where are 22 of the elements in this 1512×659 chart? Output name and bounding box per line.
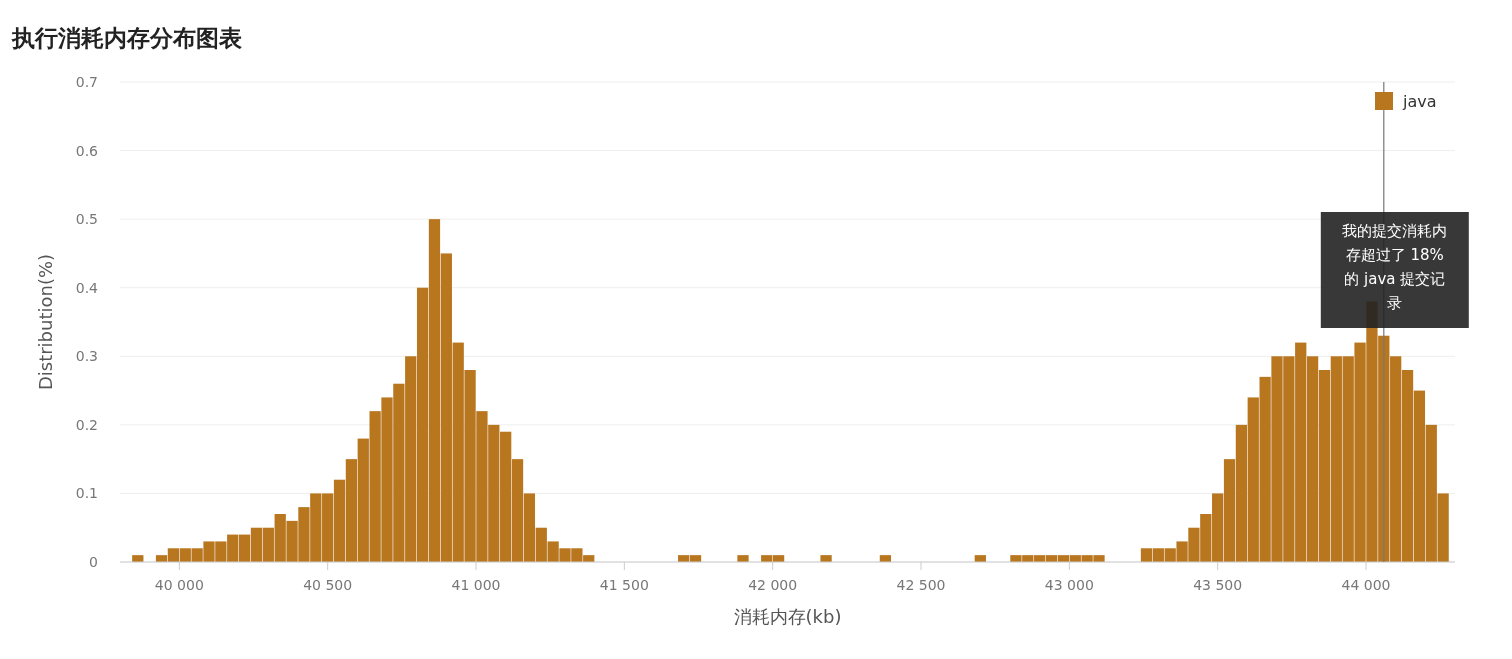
x-tick-label: 43 500 bbox=[1193, 577, 1243, 593]
y-tick-label: 0.2 bbox=[75, 416, 98, 433]
x-axis-title: 消耗内存(kb) bbox=[733, 606, 842, 627]
y-tick-label: 0.5 bbox=[75, 211, 98, 228]
y-tick-label: 0.6 bbox=[75, 142, 99, 159]
y-tick-label: 0.3 bbox=[75, 348, 98, 365]
y-axis-title: Distribution(%) bbox=[35, 253, 56, 391]
y-tick-label: 0.7 bbox=[75, 74, 98, 90]
y-tick-label: 0.4 bbox=[75, 279, 99, 296]
x-tick-label: 44 000 bbox=[1341, 577, 1391, 593]
x-tick-label: 42 500 bbox=[896, 577, 946, 593]
x-tick-label: 41 500 bbox=[599, 577, 649, 593]
y-tick-label: 0.1 bbox=[75, 485, 98, 502]
x-tick-label: 42 000 bbox=[748, 577, 798, 593]
annotation: 我的提交消耗内存超过了 18% 的 java 提交记录 bbox=[1342, 222, 1448, 312]
x-tick-label: 40 000 bbox=[154, 577, 204, 593]
x-tick-label: 40 500 bbox=[303, 577, 353, 593]
legend-label: java bbox=[1402, 92, 1437, 111]
x-tick-label: 43 000 bbox=[1044, 577, 1094, 593]
chart-title: 执行消耗内存分布图表 bbox=[11, 25, 242, 51]
y-tick-label: 0 bbox=[89, 554, 98, 570]
x-tick-label: 41 000 bbox=[451, 577, 501, 593]
